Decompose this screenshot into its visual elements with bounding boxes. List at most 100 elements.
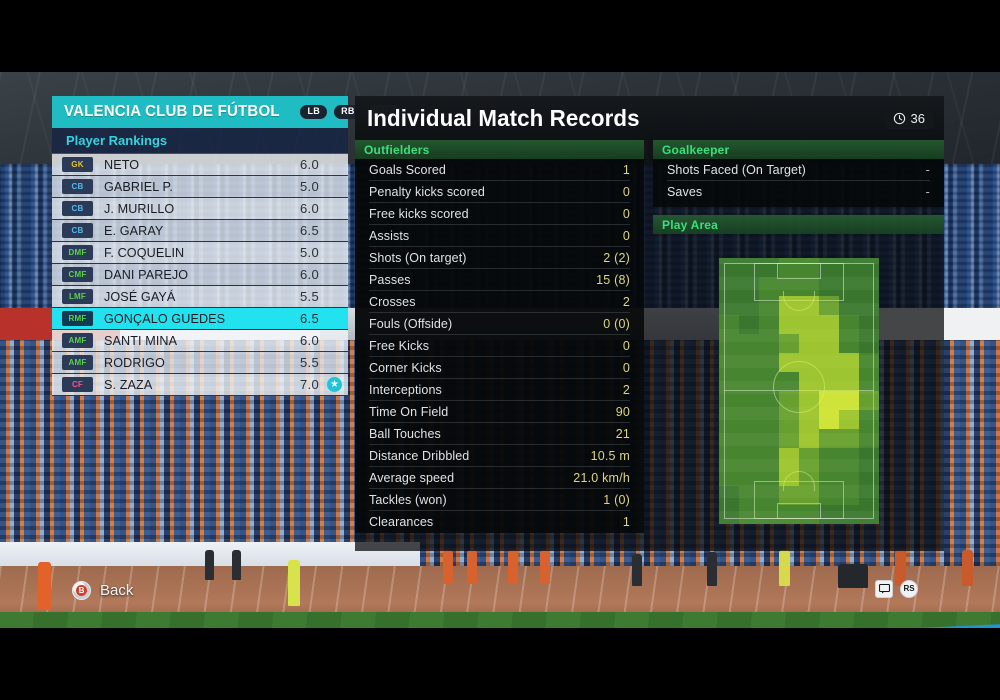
heatmap-cell xyxy=(758,353,779,372)
stat-label: Average speed xyxy=(369,470,455,485)
stat-label: Free Kicks xyxy=(369,338,430,353)
stat-label: Ball Touches xyxy=(369,426,441,441)
player-rating: 5.0 xyxy=(300,245,319,260)
player-rating: 5.0 xyxy=(300,179,319,194)
back-control[interactable]: B Back xyxy=(72,581,133,600)
stat-row: Goals Scored 1 xyxy=(369,159,630,181)
heatmap-cell xyxy=(718,410,739,429)
heatmap-cell xyxy=(838,334,859,353)
heatmap-cell xyxy=(818,334,839,353)
heatmap-cell xyxy=(798,448,819,467)
heatmap-cell xyxy=(859,277,879,296)
stat-value: 2 xyxy=(622,294,630,309)
heatmap-cell xyxy=(818,391,839,410)
heatmap-cell xyxy=(778,429,799,448)
heatmap-cell xyxy=(719,277,739,296)
heatmap-cell xyxy=(818,467,839,486)
rb-bumper-button[interactable]: RB xyxy=(334,105,362,119)
heatmap-cell xyxy=(718,467,739,486)
heatmap-cell xyxy=(778,410,799,429)
stat-value: 1 (0) xyxy=(603,492,630,507)
heatmap-cell xyxy=(759,258,779,277)
heatmap-cell xyxy=(758,372,779,391)
heatmap-cell xyxy=(798,315,819,334)
heatmap-cell xyxy=(758,505,779,524)
play-area-heading: Play Area xyxy=(653,215,944,234)
crowd-silhouette xyxy=(467,550,477,584)
crowd-silhouette xyxy=(205,550,214,580)
position-badge: CB xyxy=(62,201,93,216)
heatmap-cell xyxy=(758,277,779,296)
clock-value: 36 xyxy=(910,110,925,126)
heatmap-cell xyxy=(798,277,819,296)
b-button-icon[interactable]: B xyxy=(72,581,91,600)
outfielders-label: Outfielders xyxy=(364,142,430,157)
heatmap-cell xyxy=(719,296,739,315)
heatmap-cell xyxy=(859,467,879,486)
goalkeeper-heading: Goalkeeper xyxy=(653,140,944,159)
heatmap-cell xyxy=(818,429,839,448)
stat-label: Distance Dribbled xyxy=(369,448,470,463)
crowd-silhouette xyxy=(38,562,51,610)
heatmap-cell xyxy=(758,486,779,505)
crowd-silhouette xyxy=(540,550,550,584)
player-row[interactable]: CF S. ZAZA 7.0 ★ xyxy=(52,374,348,396)
lb-bumper-button[interactable]: LB xyxy=(300,105,328,119)
letterbox-top xyxy=(0,0,1000,72)
heatmap-cell xyxy=(839,296,859,315)
stat-value: 21.0 km/h xyxy=(573,470,630,485)
heatmap-cell xyxy=(778,391,799,410)
heatmap-cell xyxy=(718,334,739,353)
stat-label: Passes xyxy=(369,272,411,287)
outfielders-stat-table: Goals Scored 1 Penalty kicks scored 0 Free k… xyxy=(355,159,644,533)
heatmap-cell xyxy=(718,429,739,448)
rs-label: RS xyxy=(903,584,915,593)
heatmap-cell xyxy=(778,296,799,315)
heatmap-cell xyxy=(798,410,819,429)
player-rankings-label: Player Rankings xyxy=(66,133,168,148)
stat-value: 21 xyxy=(615,426,630,441)
speech-bubble-icon[interactable] xyxy=(875,580,893,598)
player-rating: 7.0 xyxy=(300,377,319,392)
player-rating: 5.5 xyxy=(300,355,319,370)
stat-value: 0 xyxy=(622,338,630,353)
b-button-glyph: B xyxy=(76,585,87,596)
heatmap-cell xyxy=(738,505,759,524)
heatmap-cell xyxy=(758,296,779,315)
right-stick-icon[interactable]: RS xyxy=(900,580,918,598)
heatmap-cell xyxy=(718,315,739,334)
heatmap-cell xyxy=(738,353,759,372)
crowd-silhouette xyxy=(895,550,906,586)
stat-label: Clearances xyxy=(369,515,434,529)
position-badge: CB xyxy=(62,223,93,238)
player-rankings-panel: VALENCIA CLUB DE FÚTBOL LB RB 1/2 Player… xyxy=(52,96,401,396)
player-name: F. COQUELIN xyxy=(104,245,185,260)
player-name: E. GARAY xyxy=(104,223,164,238)
player-name: S. ZAZA xyxy=(104,377,153,392)
player-rating: 6.5 xyxy=(300,223,319,238)
records-body: Outfielders Goals Scored 1 Penalty kicks s… xyxy=(355,140,944,551)
heatmap-cell xyxy=(818,296,839,315)
heatmap-cell xyxy=(818,410,839,429)
position-badge: CB xyxy=(62,179,93,194)
goalkeeper-column: Goalkeeper Shots Faced (On Target) - Saves… xyxy=(653,140,944,551)
heatmap-cell xyxy=(719,486,739,505)
heatmap-cell xyxy=(859,334,879,353)
stat-label: Interceptions xyxy=(369,382,442,397)
goal-box-top xyxy=(776,263,821,279)
stat-row: Passes 15 (8) xyxy=(369,269,630,291)
heatmap-cell xyxy=(838,486,859,505)
stat-value: 1 xyxy=(622,515,630,529)
goalkeeper-label: Goalkeeper xyxy=(662,142,730,157)
